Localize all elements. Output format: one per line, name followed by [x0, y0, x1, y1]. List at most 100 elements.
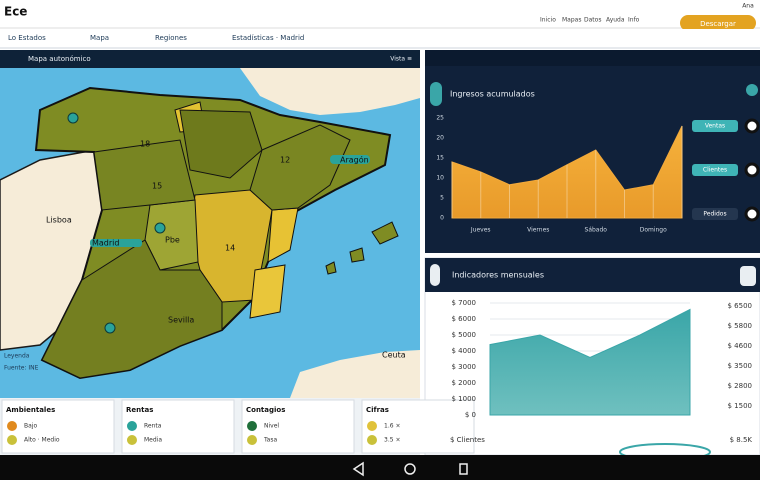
- y-tick-label: 10: [436, 175, 444, 182]
- region: [93, 139, 196, 211]
- top-bar: [0, 0, 760, 28]
- y-tick-label: $ 4000: [452, 347, 477, 355]
- legend-title: Cifras: [366, 406, 389, 414]
- area: [489, 308, 691, 416]
- back-button[interactable]: [352, 461, 364, 477]
- tab: Estadísticas · Madrid: [232, 34, 304, 42]
- side-label: $ 2800: [728, 382, 753, 390]
- map-view: Vista ≡: [390, 56, 412, 63]
- filter-pill[interactable]: [692, 208, 738, 220]
- france: [240, 68, 420, 115]
- icon[interactable]: [746, 84, 758, 96]
- y-tick-label: $ 7000: [452, 299, 477, 307]
- panel-header: [425, 258, 760, 292]
- legend-swatch: [247, 435, 257, 445]
- map-note: Leyenda: [4, 353, 30, 360]
- map-label: Ceuta: [382, 351, 406, 360]
- footer-label: $ 8.5K: [730, 436, 753, 444]
- filter-label: Ventas: [705, 123, 725, 130]
- region: [41, 239, 223, 379]
- map-label: Madrid: [92, 239, 119, 248]
- footer-label: $ Clientes: [450, 436, 485, 444]
- legend-item: 1.6 ×: [384, 423, 400, 430]
- legend-item: Tasa: [263, 437, 277, 444]
- legend-card: [241, 399, 355, 454]
- legend-item: Bajo: [24, 423, 37, 430]
- filter-pill[interactable]: [692, 120, 738, 132]
- region: [179, 109, 263, 179]
- y-tick-label: 25: [436, 115, 444, 122]
- legend-item: Alto · Medio: [24, 437, 60, 444]
- button-label: Descargar: [700, 20, 736, 28]
- legend-swatch: [367, 435, 377, 445]
- side-label: $ 1500: [728, 402, 753, 410]
- y-tick-label: $ 2000: [452, 379, 477, 387]
- marker[interactable]: [67, 112, 79, 124]
- chart-title: Indicadores mensuales: [452, 271, 544, 280]
- marker-pill[interactable]: [90, 239, 142, 247]
- icon[interactable]: [740, 266, 756, 286]
- map-header: [0, 50, 420, 68]
- y-tick-label: $ 1000: [452, 395, 477, 403]
- marker[interactable]: [104, 322, 116, 334]
- marker[interactable]: [154, 222, 166, 234]
- user: Ana: [742, 3, 754, 10]
- filter-pill[interactable]: [692, 164, 738, 176]
- legend-title: Contagios: [246, 406, 285, 414]
- marker-pill[interactable]: [330, 155, 370, 164]
- legend-title: Rentas: [126, 406, 153, 414]
- map-label: Sevilla: [168, 316, 194, 325]
- icon: [430, 82, 442, 106]
- map-label: 12: [280, 156, 290, 165]
- tab: Lo Estados: [8, 34, 46, 42]
- legend-swatch: [7, 435, 17, 445]
- side-label: $ 6500: [728, 302, 753, 310]
- island: [371, 221, 399, 245]
- panel-header: [425, 50, 760, 66]
- island: [349, 247, 365, 263]
- map-label: 14: [225, 244, 235, 253]
- legend-title: Ambientales: [6, 406, 55, 414]
- legend-swatch: [247, 421, 257, 431]
- africa: [290, 350, 420, 398]
- map-label: Aragón: [340, 155, 369, 165]
- map-label: Lisboa: [46, 216, 72, 225]
- map-title: Mapa autonómico: [28, 55, 91, 63]
- region: [249, 264, 286, 319]
- side-label: $ 3500: [728, 362, 753, 370]
- area: [451, 125, 683, 219]
- home-button[interactable]: [404, 463, 416, 475]
- legend-swatch: [127, 421, 137, 431]
- y-tick-label: $ 5000: [452, 331, 477, 339]
- system-nav: [0, 455, 760, 480]
- legend-item: Renta: [144, 423, 162, 430]
- nav-link: Inicio: [540, 17, 556, 24]
- legend-swatch: [127, 435, 137, 445]
- nav-link: Mapas: [562, 17, 581, 24]
- y-tick-label: 5: [440, 195, 444, 202]
- legend-card: [121, 399, 235, 454]
- chart-title: Ingresos acumulados: [450, 90, 535, 99]
- legend-item: Nivel: [264, 423, 279, 430]
- y-tick-label: $ 0: [465, 411, 476, 419]
- map-label: 18: [140, 140, 150, 149]
- toggle[interactable]: [744, 162, 760, 178]
- y-tick-label: 20: [436, 135, 444, 142]
- download-button[interactable]: [680, 15, 756, 31]
- map-note: Fuente: INE: [4, 365, 39, 372]
- y-tick-label: 15: [436, 155, 444, 162]
- x-tick-label: Domingo: [640, 227, 667, 234]
- toggle[interactable]: [744, 118, 760, 134]
- tab: Regiones: [155, 34, 187, 42]
- map-label: Pbe: [165, 236, 180, 245]
- recents-button[interactable]: [459, 463, 468, 475]
- y-tick-label: 0: [440, 215, 444, 222]
- nav-link: Info: [628, 17, 640, 24]
- y-tick-label: $ 3000: [452, 363, 477, 371]
- x-tick-label: Sábado: [585, 227, 608, 234]
- legend-item: Media: [144, 437, 162, 444]
- x-tick-label: Jueves: [470, 227, 491, 234]
- logo: Ece: [4, 5, 27, 19]
- toggle[interactable]: [744, 206, 760, 222]
